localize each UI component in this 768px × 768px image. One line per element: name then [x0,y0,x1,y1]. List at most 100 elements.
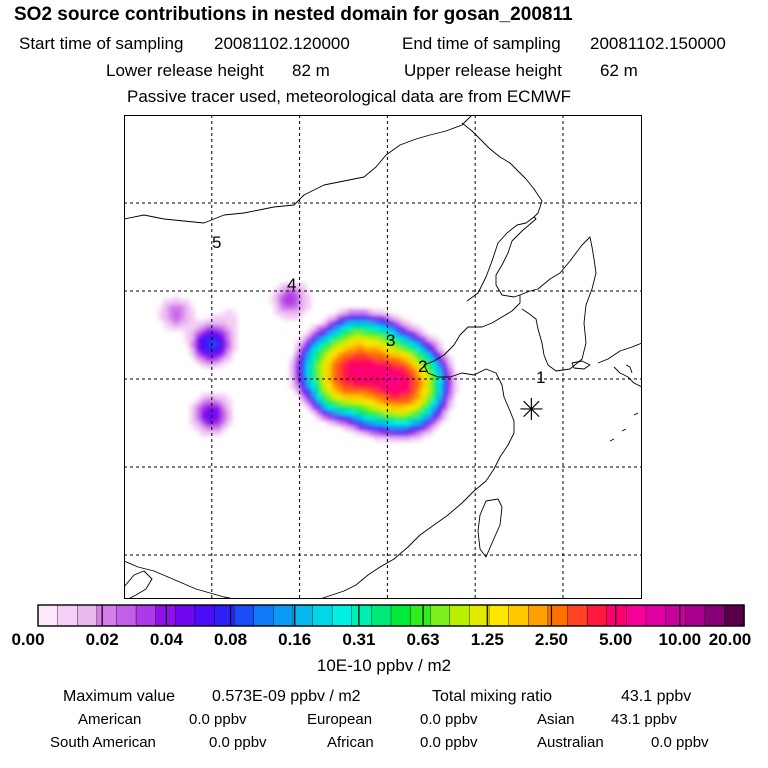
plume-cell [205,330,212,337]
plume-cell [442,409,449,416]
plume-cell [315,404,322,411]
plume-cell [215,361,222,368]
plume-cell [358,325,364,331]
plume-cell [389,430,396,437]
plume-cell [416,435,422,442]
plume-cell [331,404,338,411]
plume-cell [368,377,375,384]
region-value-european: 0.0 ppbv [420,711,478,728]
plume-cell [231,340,238,347]
plume-cell [373,335,380,342]
plume-cell [342,351,349,358]
plume-cell [221,361,228,368]
plume-cell [352,361,359,368]
plume-cell [447,393,454,400]
plume-cell [310,404,317,411]
plume-cell [358,393,364,400]
plume-cell [352,367,359,374]
plume-cell [431,398,438,405]
plume-cell [389,383,396,389]
plume-cell [431,335,438,342]
plume-cell [373,356,380,363]
plume-cell [326,393,333,400]
plume-cell [200,420,206,426]
plume-cell [426,420,433,426]
plume-cell [421,430,428,437]
colorbar-cell [273,604,294,627]
plume-cell [205,356,212,363]
plume-cell [300,303,307,310]
plume-cell [294,303,301,310]
region-value-australian: 0.0 ppbv [651,734,709,751]
plume-cell [431,351,438,358]
plume-cell [405,356,412,363]
plume-cell [310,325,317,331]
plume-cell [226,409,233,416]
region-value-asian: 43.1 ppbv [611,711,677,728]
plume-cell [358,319,364,326]
plume-cell [184,298,191,305]
plume-cell [205,325,212,331]
plume-cell [315,414,322,421]
plume-cell [426,409,433,416]
plume-cell [368,414,375,421]
plume-cell [426,388,433,395]
plume-cell [189,309,196,316]
plume-cell [342,335,349,342]
plume-cell [384,398,391,405]
plume-cell [184,309,191,316]
plume-cell [342,361,349,368]
plume-cell [437,420,444,426]
plume-cell [363,356,370,363]
plume-cell [368,309,375,316]
plume-cell [315,398,322,405]
plume-cell [352,383,359,389]
plume-cell [347,377,354,384]
plume-cell [289,383,296,389]
plume-cell [442,398,449,405]
colorbar-tick-label: 1.25 [471,630,504,649]
plume-cell [337,346,343,353]
plume-cell [394,325,401,331]
plume-cell [368,325,375,331]
plume-cell [373,425,380,432]
colorbar-cell [116,604,137,627]
plume-cell [226,309,233,316]
plume-cell [368,409,375,416]
plume-cell [289,372,296,379]
colorbar-tick-label: 2.50 [535,630,568,649]
plume-cell [205,425,212,432]
coastline-hainan [124,570,153,599]
plume-cell [389,356,396,363]
plume-cell [363,425,370,432]
source-label-1: 1 [536,368,545,387]
plume-cell [416,330,422,337]
plume-cell [358,309,364,316]
plume-cell [215,404,222,411]
plume-cell [368,425,375,432]
plume-cell [189,325,196,331]
plume-cell [226,414,233,421]
plume-cell [400,319,407,326]
plume-cell [184,303,191,310]
plume-cell [184,335,191,342]
region-value-south-american: 0.0 ppbv [209,734,267,751]
plume-cell [373,361,380,368]
plume-cell [342,398,349,405]
plume-cell [426,372,433,379]
plume-cell [189,319,196,326]
plume-cell [342,372,349,379]
upper-release-label: Upper release height [404,61,562,80]
plume-cell [215,346,222,353]
plume-cell [200,425,206,432]
region-name-australian: Australian [537,734,604,751]
source-label-2: 2 [418,357,427,376]
plume-cell [442,393,449,400]
region-name-european: European [307,711,373,728]
plume-cell [389,398,396,405]
plume-cell [368,430,375,437]
plume-cell [321,356,328,363]
plume-cell [315,351,322,358]
plume-cell [300,398,307,405]
colorbar-unit-label: 10E-10 ppbv / m2 [316,656,452,675]
